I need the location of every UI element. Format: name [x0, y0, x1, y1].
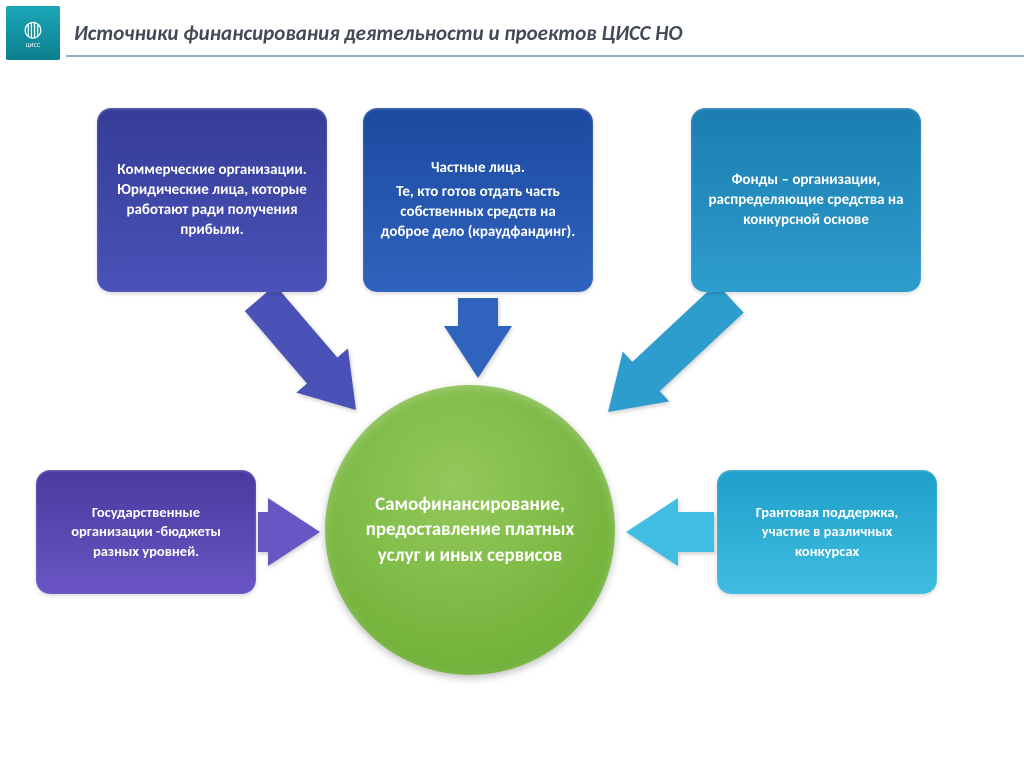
- arrow: [258, 498, 320, 566]
- box-text: Частные лица. Те, кто готов отдать часть…: [379, 158, 577, 243]
- box-funds: Фонды – организации, распределяющие сред…: [691, 108, 921, 292]
- box-grants: Грантовая поддержка, участие в различных…: [717, 470, 937, 594]
- arrow: [234, 276, 382, 432]
- center-self-financing: Самофинансирование, предоставление платн…: [325, 385, 615, 675]
- box-text: Государственные организации -бюджеты раз…: [52, 503, 240, 562]
- diagram-canvas: Коммерческие организации. Юридические ли…: [0, 0, 1024, 767]
- center-text: Самофинансирование, предоставление платн…: [355, 492, 585, 569]
- arrow: [585, 273, 753, 437]
- box-text: Коммерческие организации. Юридические ли…: [113, 160, 311, 241]
- box-title: Частные лица.: [431, 159, 525, 177]
- box-commercial-orgs: Коммерческие организации. Юридические ли…: [97, 108, 327, 292]
- arrow: [444, 298, 512, 378]
- box-government-orgs: Государственные организации -бюджеты раз…: [36, 470, 256, 594]
- arrow: [626, 498, 714, 566]
- box-subtitle: Те, кто готов отдать часть собственных с…: [379, 182, 577, 243]
- box-text: Фонды – организации, распределяющие сред…: [707, 170, 905, 231]
- box-private-persons: Частные лица. Те, кто готов отдать часть…: [363, 108, 593, 292]
- box-text: Грантовая поддержка, участие в различных…: [733, 503, 921, 562]
